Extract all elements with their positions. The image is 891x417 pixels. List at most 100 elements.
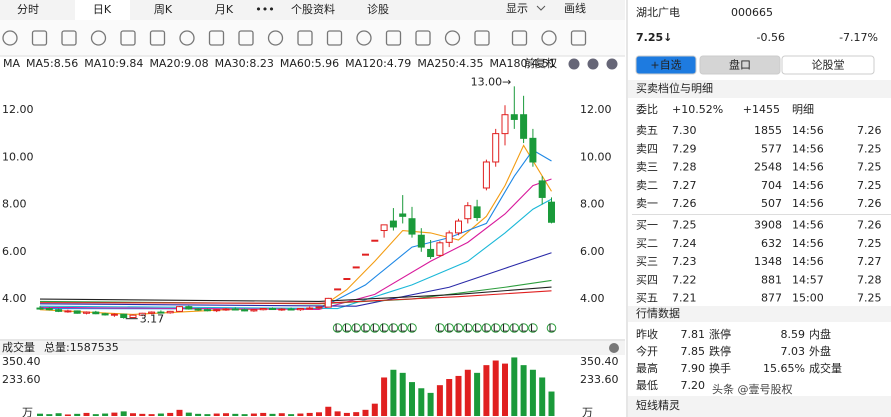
tool-icon[interactable] (474, 30, 490, 46)
candle-body (110, 313, 118, 316)
tool-icon[interactable] (2, 30, 18, 46)
candle-body (176, 306, 183, 312)
candle-body (36, 307, 44, 310)
tool-icon[interactable] (267, 30, 284, 46)
level-label: 卖五 (636, 124, 658, 137)
tab[interactable]: 诊股 (367, 2, 389, 16)
tab[interactable]: 月K (215, 3, 234, 16)
volume-bar (474, 372, 481, 416)
tool-icon[interactable] (570, 30, 587, 46)
tool-icon[interactable] (444, 30, 461, 46)
tool-icon[interactable] (31, 30, 48, 46)
candle-body (73, 310, 81, 314)
trade-time: 14:56 (792, 255, 824, 268)
tool-icon[interactable] (511, 30, 528, 46)
tab[interactable]: 日K (93, 3, 112, 16)
volume-bar (195, 413, 202, 416)
section-title: 行情数据 (636, 306, 680, 320)
level-price: 7.26 (672, 197, 697, 210)
tool-icon[interactable] (415, 30, 431, 46)
button-label[interactable]: 论股堂 (812, 58, 845, 72)
tool-icon[interactable] (238, 30, 254, 46)
y-tick-label: 6.00 (580, 245, 605, 258)
candle-body (436, 242, 444, 256)
market-label: 换手 (709, 361, 731, 375)
volume-bar (139, 413, 146, 416)
change: -0.56 (757, 31, 785, 44)
candle-body (296, 308, 304, 311)
tool-icon[interactable] (326, 30, 343, 46)
tool-icon[interactable] (541, 30, 557, 46)
button-label[interactable]: +自选 (650, 59, 681, 72)
y-tick-label: 12.00 (2, 103, 34, 116)
settings-button[interactable] (609, 343, 619, 353)
menu[interactable]: 画线 (564, 1, 586, 15)
ratio: +10.52% (672, 103, 723, 116)
button[interactable] (635, 55, 697, 75)
price: 7.25↓ (636, 31, 672, 44)
volume-bar (409, 382, 415, 416)
ma-line (39, 144, 552, 315)
market-label: 成交量 (809, 361, 842, 375)
volume-bar (241, 414, 248, 416)
limit-up-marker (435, 323, 445, 333)
limit-up-label: L (455, 322, 462, 335)
trade-time: 15:00 (792, 292, 824, 305)
candle-body (455, 220, 462, 234)
volume-bar (157, 413, 164, 416)
level-volume: 877 (761, 292, 782, 305)
volume-bar (316, 412, 322, 416)
tool-icon[interactable] (385, 30, 402, 46)
volume-bar (250, 413, 257, 416)
volume-bar (362, 409, 369, 416)
level-volume: 704 (761, 179, 782, 192)
tab[interactable]: ••• (255, 3, 274, 16)
tool-icon[interactable] (179, 30, 195, 46)
volume-bar (297, 413, 304, 416)
volume-bar (371, 403, 378, 416)
volume-bar (185, 412, 192, 416)
volume-bar (64, 414, 71, 416)
control-button[interactable] (587, 58, 599, 70)
candle-body (399, 213, 407, 217)
limit-up-marker (463, 323, 473, 333)
market-label: 涨停 (709, 327, 731, 341)
section-header (628, 396, 891, 417)
tool-icon[interactable] (120, 30, 136, 46)
tool-icon[interactable] (149, 30, 166, 46)
candle-body (250, 309, 258, 312)
button[interactable] (781, 55, 875, 75)
ma-legend: MA30:8.23 (215, 57, 274, 70)
button[interactable] (699, 55, 781, 75)
limit-up-label: L (530, 322, 537, 335)
ma-line (39, 198, 552, 310)
level-volume: 632 (761, 237, 782, 250)
tool-icon[interactable] (208, 30, 225, 46)
level-price: 7.28 (672, 161, 697, 174)
candle-body (427, 248, 435, 258)
menu[interactable]: 显示 (506, 2, 528, 15)
tool-icon[interactable] (356, 30, 372, 46)
tool-icon[interactable] (297, 30, 313, 46)
volume-bar (102, 413, 109, 416)
tool-icon[interactable] (61, 30, 77, 46)
volume-bar (288, 414, 295, 416)
adjust[interactable]: 前复权 (524, 56, 557, 70)
level-label: 买一 (636, 219, 658, 232)
y-tick-label: 12.00 (580, 103, 612, 116)
control-button[interactable] (606, 58, 618, 70)
tab[interactable]: 个股资料 (291, 2, 335, 16)
ma-line (39, 286, 552, 302)
tab[interactable]: 周K (154, 3, 173, 16)
control-button[interactable] (568, 58, 580, 70)
level-volume: 2548 (754, 161, 782, 174)
tool-icon[interactable] (90, 30, 107, 46)
candle-body (278, 308, 286, 311)
candle-body (241, 309, 249, 312)
tab[interactable]: 分时 (17, 3, 39, 16)
button-label[interactable]: 盘口 (729, 58, 751, 72)
y-tick-label: 4.00 (580, 292, 605, 305)
ma-legend: MA60:5.96 (280, 57, 339, 70)
candle-body (520, 114, 528, 139)
level-label: 卖三 (636, 161, 658, 174)
